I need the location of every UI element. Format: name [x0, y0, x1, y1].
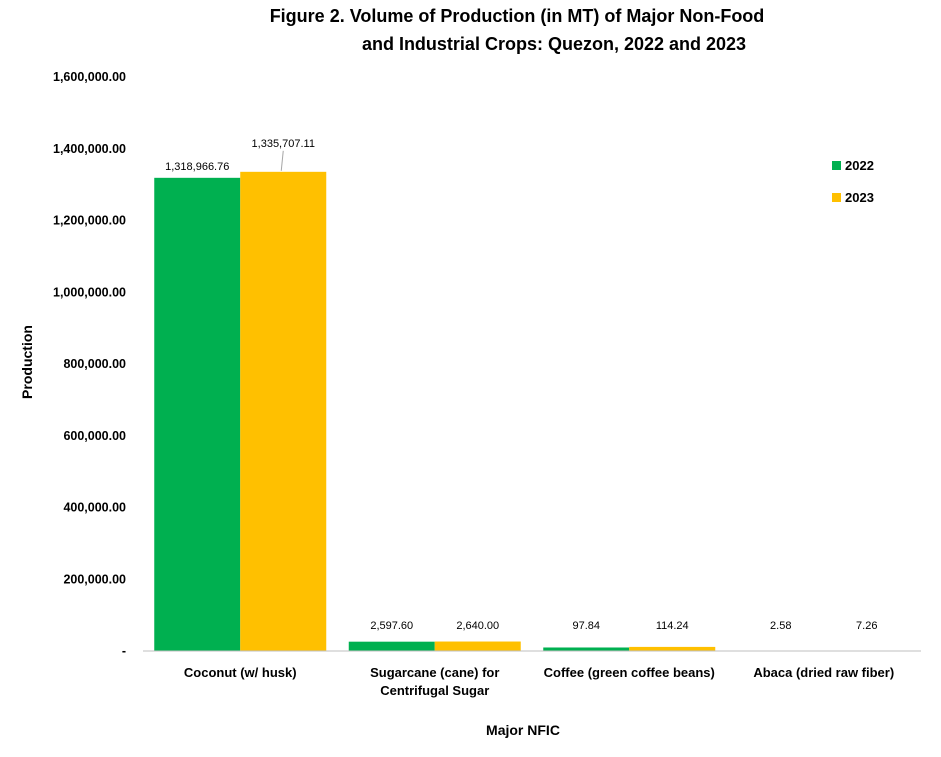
x-tick-label: Abaca (dried raw fiber)	[753, 665, 894, 680]
x-tick-label: Coffee (green coffee beans)	[544, 665, 715, 680]
bar-2022-0	[154, 177, 241, 651]
y-axis: - 200,000.00 400,000.00 600,000.00 800,000.0…	[53, 70, 126, 658]
bar-2023-0	[240, 171, 327, 652]
data-label-2023-0: 1,335,707.11	[252, 138, 315, 150]
chart-title: Figure 2. Volume of Production (in MT) o…	[270, 6, 765, 54]
legend-label-2023: 2023	[845, 190, 874, 205]
legend-label-2022: 2022	[845, 158, 874, 173]
bar-2023-1	[434, 641, 521, 651]
y-tick-label: 600,000.00	[63, 429, 126, 443]
y-tick-label: 1,400,000.00	[53, 142, 126, 156]
legend: 2022 2023	[832, 158, 874, 205]
chart-title-line-2: and Industrial Crops: Quezon, 2022 and 2…	[362, 34, 746, 54]
data-label-2023-2: 114.24	[656, 620, 689, 632]
bar-2022-2	[543, 647, 630, 651]
legend-swatch-2022	[832, 161, 841, 170]
data-label-2022-2: 97.84	[572, 620, 600, 632]
x-tick-label: Sugarcane (cane) for	[370, 665, 499, 680]
bar-2022-1	[348, 641, 435, 651]
y-tick-label: 200,000.00	[63, 572, 126, 586]
x-axis: Coconut (w/ husk) Sugarcane (cane) for Cen…	[184, 665, 894, 698]
data-label-2022-3: 2.58	[770, 620, 791, 632]
data-label-2022-0: 1,318,966.76	[165, 161, 229, 173]
y-tick-label: 1,200,000.00	[53, 214, 126, 228]
chart-title-line-1: Figure 2. Volume of Production (in MT) o…	[270, 6, 765, 26]
x-tick-label: Centrifugal Sugar	[380, 683, 489, 698]
data-label-leader-line	[280, 150, 284, 171]
data-label-2022-1: 2,597.60	[370, 620, 413, 632]
y-axis-title: Production	[19, 325, 35, 399]
data-label-2023-1: 2,640.00	[456, 620, 499, 632]
data-label-2023-3: 7.26	[856, 620, 877, 632]
y-tick-label: 800,000.00	[63, 357, 126, 371]
y-tick-label: 1,000,000.00	[53, 285, 126, 299]
x-axis-title: Major NFIC	[486, 722, 560, 738]
y-tick-label: 400,000.00	[63, 501, 126, 515]
legend-swatch-2023	[832, 193, 841, 202]
y-tick-label: 1,600,000.00	[53, 70, 126, 84]
bar-2023-2	[629, 646, 716, 651]
y-tick-label: -	[122, 644, 126, 658]
data-labels: 1,318,966.76 2,597.60 97.84 2.58 1,335,707.1…	[165, 138, 877, 632]
bars	[154, 171, 910, 652]
x-tick-label: Coconut (w/ husk)	[184, 665, 297, 680]
